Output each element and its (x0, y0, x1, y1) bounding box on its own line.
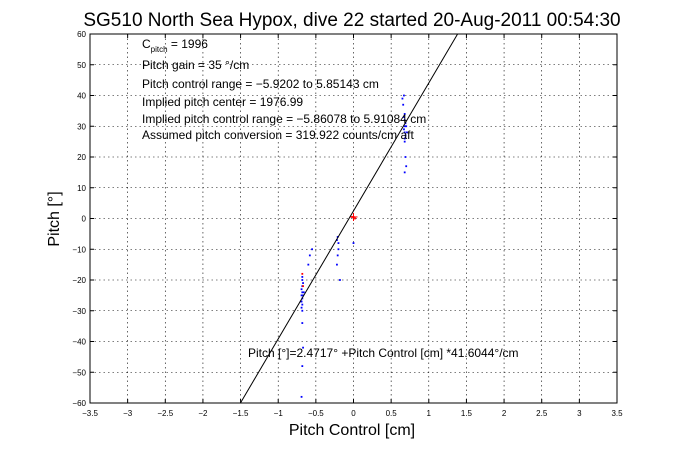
fit-line (240, 33, 459, 404)
data-point (405, 165, 408, 168)
data-point (301, 322, 304, 324)
data-point (301, 291, 304, 294)
x-tick-label: 1 (427, 409, 432, 418)
data-point (300, 288, 303, 291)
data-point (403, 94, 405, 97)
x-tick-label: 1.5 (461, 409, 473, 418)
data-point (403, 116, 405, 118)
data-point (300, 294, 303, 297)
data-point (336, 263, 338, 266)
y-tick-label: 10 (77, 184, 86, 193)
data-point (301, 279, 304, 281)
y-tick-label: 60 (77, 30, 86, 39)
annotation-pitch-gain: Pitch gain = 35 °/cm (142, 58, 249, 72)
data-point (301, 365, 304, 367)
data-point (302, 282, 304, 284)
y-tick-label: 0 (82, 215, 87, 224)
y-tick-label: −20 (72, 276, 86, 285)
title-text: SG510 North Sea Hypox, dive 22 started 2… (83, 10, 620, 31)
data-points (299, 94, 408, 398)
data-point (302, 346, 304, 349)
x-tick-label: 0.5 (386, 409, 398, 418)
data-point (336, 254, 339, 257)
x-tick-label: −3 (123, 409, 133, 418)
c-pitch-subscript: pitch (151, 45, 168, 54)
x-tick-label: −1.5 (233, 409, 249, 418)
annotation-pitch-control-range: Pitch control range = −5.9202 to 5.85143… (142, 77, 379, 91)
data-point (337, 248, 340, 251)
y-tick-label: −10 (72, 245, 86, 254)
x-tick-label: 3.5 (611, 409, 623, 418)
y-tick-label: −50 (72, 368, 86, 377)
x-tick-label: −0.5 (308, 409, 324, 418)
data-point (352, 242, 355, 244)
annotation-implied-pitch-center: Implied pitch center = 1976.99 (142, 95, 303, 109)
data-point (403, 131, 406, 134)
data-point (311, 248, 313, 251)
c-pitch-main: C (142, 37, 151, 51)
y-tick-label: −30 (72, 307, 86, 316)
c-pitch-value: = 1996 (168, 37, 209, 51)
data-point (406, 131, 408, 134)
y-axis-label: Pitch [°] (46, 191, 63, 246)
y-tick-label: 20 (77, 153, 86, 162)
annotation-fit-equation: Pitch [°]=2.4717° +Pitch Control [cm] *4… (248, 346, 519, 360)
x-axis-label: Pitch Control [cm] (289, 422, 415, 439)
y-tick-label: 40 (77, 92, 86, 101)
x-tick-label: −3.5 (82, 409, 98, 418)
x-axis-ticks: −3.5 −3 −2.5 −2 −1.5 −1 −0.5 0 0.5 1 1.5 2 2.5 3 3.5 (82, 34, 623, 418)
x-tick-label: 2 (502, 409, 507, 418)
data-point (403, 125, 406, 128)
data-point (300, 306, 303, 309)
data-point (401, 97, 404, 100)
data-point (403, 171, 406, 174)
y-tick-label: −60 (72, 399, 86, 408)
x-tick-label: −2 (198, 409, 208, 418)
data-point (404, 156, 407, 158)
data-series-0 (299, 94, 408, 398)
data-point (403, 119, 406, 121)
y-tick-label: 30 (77, 122, 86, 131)
annotation-block: Cpitch = 1996 Pitch gain = 35 °/cm Pitch… (142, 37, 519, 360)
y-axis-ticks: 60 50 40 30 20 10 0 −10 −20 −30 −40 −50 −60 (72, 30, 617, 408)
data-point (300, 395, 303, 398)
data-point (339, 279, 341, 281)
x-tick-label: 0 (351, 409, 356, 418)
data-point (302, 285, 304, 288)
data-point (337, 242, 340, 244)
x-tick-label: 3 (577, 409, 582, 418)
data-point (402, 103, 405, 106)
y-tick-label: −40 (72, 338, 86, 347)
x-tick-label: −2.5 (157, 409, 173, 418)
data-series-1 (301, 216, 356, 288)
data-point (301, 272, 304, 275)
x-tick-label: 2.5 (536, 409, 548, 418)
data-point (404, 134, 407, 137)
data-point (299, 300, 302, 303)
data-point (301, 309, 304, 312)
data-point (354, 217, 356, 220)
annotation-c-pitch: Cpitch = 1996 (142, 37, 208, 54)
data-point (405, 125, 408, 128)
data-point (308, 254, 311, 257)
data-point (302, 294, 304, 297)
annotation-pitch-conversion: Assumed pitch conversion = 319.922 count… (142, 128, 414, 142)
data-point (302, 291, 305, 294)
data-point (301, 276, 304, 278)
data-point (403, 113, 406, 115)
data-point (403, 140, 406, 143)
annotation-implied-pitch-control-range: Implied pitch control range = −5.86078 t… (142, 112, 426, 126)
data-point (301, 303, 304, 306)
data-point (307, 263, 310, 266)
chart-title: SG510 North Sea Hypox, dive 22 started 2… (83, 10, 620, 31)
x-tick-label: −1 (274, 409, 284, 418)
y-tick-label: 50 (77, 61, 86, 70)
data-point (403, 128, 405, 131)
data-point (403, 137, 406, 140)
